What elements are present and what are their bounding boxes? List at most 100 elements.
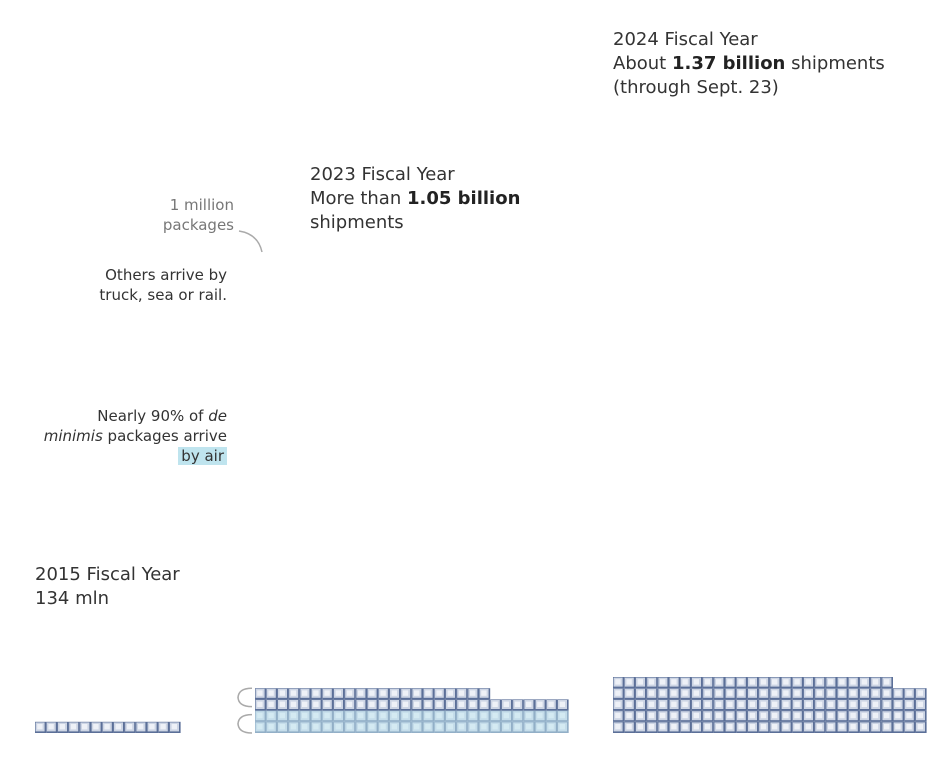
unit-box-shine — [626, 712, 632, 719]
unit-box-shine — [884, 701, 890, 707]
unit-box-shine — [794, 690, 800, 696]
unit-box-shine — [671, 690, 677, 696]
air-line2-text: packages arrive — [102, 427, 227, 445]
unit-box-shine — [257, 690, 263, 696]
unit-box-shine — [693, 724, 699, 730]
unit-box-shine — [828, 679, 834, 685]
unit-line1: 1 million — [169, 196, 234, 214]
unit-box-shine — [738, 701, 744, 707]
unit-line2: packages — [162, 216, 234, 234]
fy2024-bold-value: 1.37 billion — [671, 53, 786, 74]
unit-box-shine — [682, 679, 688, 685]
unit-box-shine — [872, 724, 879, 730]
fy2015-title: 2015 Fiscal Year — [35, 564, 180, 585]
unit-box-shine — [626, 690, 632, 696]
unit-box-shine — [391, 690, 397, 696]
unit-box-shine — [794, 679, 800, 685]
unit-box-shine — [704, 690, 711, 696]
fy2023-title: 2023 Fiscal Year — [310, 164, 455, 185]
unit-box-shine — [268, 701, 274, 707]
fy2024-suffix: shipments — [785, 53, 885, 74]
unit-box-shine — [816, 712, 823, 719]
unit-box-shine — [727, 690, 733, 696]
unit-box-shine — [917, 724, 923, 730]
unit-box-shine — [648, 724, 655, 730]
unit-box-shine — [335, 690, 341, 696]
unit-group-2 — [255, 688, 569, 733]
unit-box-shine — [290, 701, 297, 707]
unit-box-shine — [749, 679, 755, 685]
unit-box-shine — [637, 701, 643, 707]
unit-box-shine — [70, 724, 77, 730]
unit-box-shine — [828, 712, 834, 719]
unit-box-shine — [704, 712, 711, 719]
unit-box-shine — [895, 724, 901, 730]
fy2024-title: 2024 Fiscal Year — [613, 29, 758, 50]
unit-box-shine — [391, 701, 397, 707]
unit-box-shine — [380, 690, 386, 696]
unit-box-shine — [917, 701, 923, 707]
others-annotation: Others arrive by truck, sea or rail. — [99, 265, 227, 305]
unit-box-shine — [682, 724, 688, 730]
unit-box-shine — [850, 701, 856, 707]
unit-box-shine — [358, 690, 364, 696]
unit-box-shine — [805, 679, 811, 685]
unit-box-shine — [895, 701, 901, 707]
unit-box-shine — [126, 724, 133, 730]
unit-box-shine — [470, 690, 476, 696]
air-bracket — [237, 713, 253, 734]
unit-box-shine — [626, 724, 632, 730]
unit-box-shine — [727, 701, 733, 707]
unit-box-shine — [615, 690, 621, 696]
unit-box-shine — [816, 724, 823, 730]
unit-box-shine — [805, 724, 811, 730]
unit-box-shine — [414, 701, 420, 707]
unit-box-shine — [716, 724, 722, 730]
unit-box-shine — [470, 701, 476, 707]
unit-box-shine — [861, 679, 867, 685]
fy2024-label: 2024 Fiscal Year About 1.37 billion ship… — [613, 28, 885, 100]
fy2024-note: (through Sept. 23) — [613, 77, 779, 98]
unit-box-shine — [760, 712, 767, 719]
unit-box-shine — [693, 701, 699, 707]
unit-box-shine — [324, 690, 330, 696]
unit-box-shine — [257, 701, 263, 707]
fy2023-suffix: shipments — [310, 212, 404, 233]
unit-box-shine — [917, 690, 923, 696]
unit-box-shine — [358, 701, 364, 707]
unit-box-shine — [637, 724, 643, 730]
air-highlight: by air — [178, 447, 227, 465]
unit-box-shine — [626, 679, 632, 685]
unit-box-shine — [816, 690, 823, 696]
air-line3: by air — [27, 446, 227, 466]
unit-box-shine — [794, 712, 800, 719]
unit-box-shine — [648, 679, 655, 685]
unit-box-shine — [526, 701, 532, 707]
unit-box-shine — [906, 701, 912, 707]
others-line2: truck, sea or rail. — [99, 286, 227, 304]
unit-box-shine — [279, 690, 285, 696]
unit-box-shine — [671, 701, 677, 707]
unit-box-shine — [104, 724, 110, 730]
unit-box-shine — [648, 690, 655, 696]
unit-box-shine — [660, 712, 666, 719]
unit-box-shine — [402, 701, 409, 707]
unit-box-shine — [648, 701, 655, 707]
unit-box-shine — [615, 679, 621, 685]
unit-box-shine — [637, 712, 643, 719]
unit-box-shine — [783, 679, 789, 685]
unit-box-shine — [93, 724, 99, 730]
unit-box-shine — [805, 690, 811, 696]
unit-box-shine — [447, 701, 453, 707]
unit-box-shine — [514, 701, 521, 707]
unit-box-shine — [481, 701, 487, 707]
unit-box-shine — [682, 690, 688, 696]
unit-box-shine — [794, 701, 800, 707]
unit-box-shine — [160, 724, 166, 730]
unit-box-shine — [37, 724, 43, 730]
unit-box-shine — [772, 724, 778, 730]
unit-box-shine — [637, 690, 643, 696]
unit-box-shine — [839, 724, 845, 730]
unit-box-shine — [313, 701, 319, 707]
